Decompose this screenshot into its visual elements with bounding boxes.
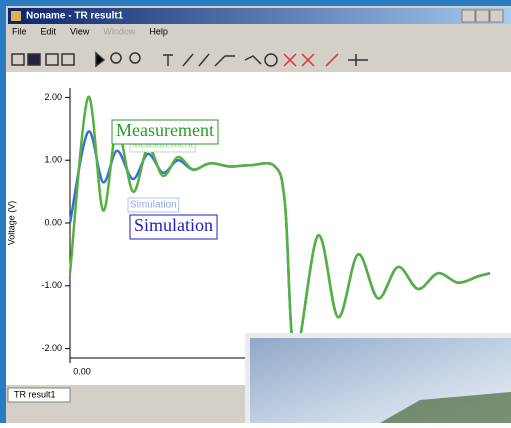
y-axis-label: Voltage (V) xyxy=(6,201,16,246)
screen: Noname - TR result1 File Edit View Window He… xyxy=(0,0,511,423)
y-tick-label: -1.00 xyxy=(41,280,62,290)
y-tick-label: 2.00 xyxy=(44,92,62,102)
tab-label[interactable]: TR result1 xyxy=(14,389,56,399)
menu-item[interactable]: Edit xyxy=(41,26,57,36)
y-tick-label: 0.00 xyxy=(44,217,62,227)
app-icon xyxy=(11,11,21,21)
x-tick-label: 0.00 xyxy=(73,366,91,376)
menu-bar: File Edit View Window Help xyxy=(6,24,511,38)
tool-icon[interactable] xyxy=(28,54,40,65)
overlay-image xyxy=(245,333,511,423)
callout: Simulation xyxy=(134,215,213,235)
y-tick-label: 1.00 xyxy=(44,155,62,165)
menu-item[interactable]: Help xyxy=(149,26,168,36)
callout: Measurement xyxy=(116,120,214,140)
menu-item[interactable]: Window xyxy=(103,26,136,36)
window-buttons[interactable] xyxy=(462,10,503,22)
page: Noname - TR result1 File Edit View Window He… xyxy=(0,0,511,428)
series-label: Simulation xyxy=(130,200,177,211)
y-tick-label: -2.00 xyxy=(41,343,62,353)
minimize-button[interactable] xyxy=(462,10,475,22)
menu-item[interactable]: View xyxy=(70,26,90,36)
maximize-button[interactable] xyxy=(476,10,489,22)
window-title: Noname - TR result1 xyxy=(26,11,124,22)
close-button[interactable] xyxy=(490,10,503,22)
menu-item[interactable]: File xyxy=(12,26,27,36)
